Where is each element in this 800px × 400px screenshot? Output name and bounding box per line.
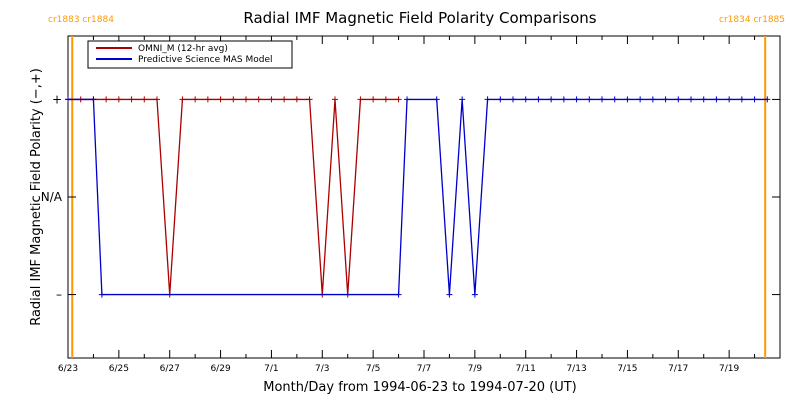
series-1-point — [611, 96, 618, 103]
series-0-point — [306, 96, 313, 103]
series-1-point — [637, 96, 644, 103]
series-0-point — [192, 96, 199, 103]
series-1-point — [713, 96, 720, 103]
series-1-point — [738, 96, 745, 103]
x-tick-label: 7/15 — [617, 364, 637, 374]
series-0-point — [293, 96, 300, 103]
series-0-point — [332, 96, 338, 103]
series-1-point — [599, 96, 605, 103]
series-1-point — [433, 96, 440, 103]
series-1-point — [662, 96, 669, 103]
series-0-point — [154, 96, 160, 103]
legend: OMNI_M (12-hr avg)Predictive Science MAS… — [87, 40, 293, 69]
series-1-point — [586, 96, 593, 103]
x-tick-label: 7/5 — [366, 364, 380, 374]
series-1-point — [624, 96, 631, 103]
carrington-label-1: cr1834 cr1885 — [719, 15, 785, 25]
series-1-point — [446, 291, 453, 298]
x-tick-label: 7/3 — [315, 364, 329, 374]
series-0-point — [179, 96, 186, 103]
series-1-point — [471, 291, 478, 298]
series-1-point — [65, 96, 71, 103]
series-1-point — [649, 96, 656, 103]
legend-box — [87, 40, 293, 69]
series-1-point — [548, 96, 555, 103]
chart-title: Radial IMF Magnetic Field Polarity Compa… — [243, 9, 596, 27]
series-1-point — [700, 96, 707, 103]
plot-frame — [67, 35, 781, 359]
x-axis-ticks: 6/23 6/25 6/27 6/29 7/1 7/3 7/5 7/7 7/9 7/11 7/13 7… — [58, 36, 781, 374]
x-tick-label: 7/13 — [566, 364, 586, 374]
x-tick-label: 7/1 — [264, 364, 278, 374]
series-0-point — [370, 96, 377, 103]
series-0-point — [204, 96, 211, 103]
series-0-point — [357, 96, 364, 103]
series-1-point — [497, 96, 504, 103]
series-1-point — [573, 96, 580, 103]
series-0-point — [281, 96, 288, 103]
series-0-point — [217, 96, 224, 103]
series-0-point — [103, 96, 110, 103]
x-tick-label: 7/11 — [516, 364, 536, 374]
carrington-label-0: cr1883 cr1884 — [48, 15, 114, 25]
series-1-point — [751, 96, 758, 103]
x-tick-label: 6/23 — [58, 364, 78, 374]
series-1-point — [510, 96, 516, 103]
x-tick-label: 7/19 — [719, 364, 739, 374]
series-1-point — [98, 291, 105, 298]
series-1-point — [688, 96, 694, 103]
series-1-point — [90, 96, 97, 103]
series-1-point — [764, 96, 771, 103]
series-layer — [65, 96, 771, 298]
legend-label-0: OMNI_M (12-hr avg) — [138, 44, 228, 54]
series-1-point — [675, 96, 682, 103]
series-0-point — [268, 96, 275, 103]
series-1-point — [560, 96, 567, 103]
series-1-point — [404, 96, 411, 103]
series-line-1 — [68, 98, 768, 296]
series-1-point — [484, 96, 491, 103]
series-line-0 — [68, 98, 399, 295]
x-axis-label: Month/Day from 1994-06-23 to 1994-07-20 … — [263, 380, 576, 395]
series-1-point — [522, 96, 529, 103]
x-tick-label: 6/25 — [109, 364, 129, 374]
series-0-point — [255, 96, 262, 103]
x-tick-label: 7/9 — [468, 364, 483, 374]
y-tick-label: – — [56, 288, 62, 302]
series-0-point — [382, 96, 389, 103]
series-0-point — [115, 96, 122, 103]
y-tick-label: N/A — [41, 190, 63, 204]
series-0-point — [243, 96, 249, 103]
series-0-point — [128, 96, 135, 103]
series-0-point — [141, 96, 148, 103]
series-1-point — [726, 96, 733, 103]
legend-label-1: Predictive Science MAS Model — [138, 55, 273, 65]
series-0-point — [395, 96, 402, 103]
series-1-point — [535, 96, 542, 103]
series-1-point — [459, 96, 466, 103]
x-tick-label: 7/7 — [417, 364, 431, 374]
x-tick-label: 7/17 — [668, 364, 688, 374]
y-axis-label: Radial IMF Magnetic Field Polarity (−,+) — [29, 68, 44, 326]
y-axis-ticks: + N/A – — [41, 92, 780, 302]
series-1-point — [395, 291, 402, 298]
y-tick-label: + — [52, 92, 62, 106]
x-tick-label: 6/29 — [210, 364, 230, 374]
x-tick-label: 6/27 — [160, 364, 180, 374]
series-0-point — [230, 96, 237, 103]
